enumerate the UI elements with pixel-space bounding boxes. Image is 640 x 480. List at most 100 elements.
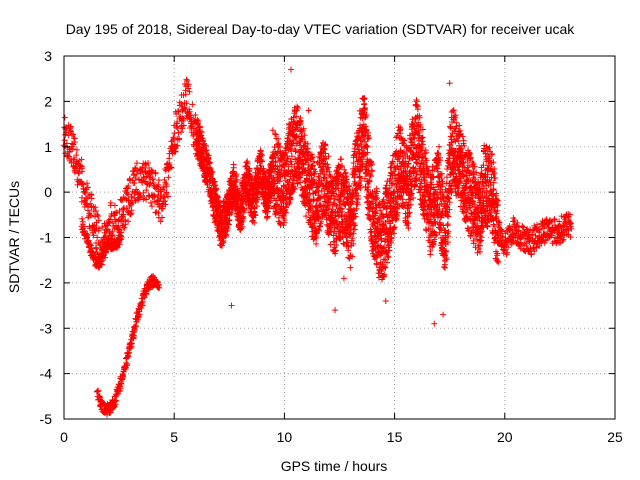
data-point [413, 98, 420, 105]
data-point [95, 217, 102, 224]
chart-title: Day 195 of 2018, Sidereal Day-to-day VTE… [66, 21, 576, 37]
data-point [109, 228, 116, 235]
data-point [75, 170, 82, 177]
data-point [186, 108, 193, 115]
data-point [194, 137, 201, 144]
data-points [60, 66, 575, 418]
data-point [194, 145, 201, 152]
data-point [150, 179, 157, 186]
data-point [159, 214, 166, 221]
data-point [145, 160, 152, 167]
data-point [165, 174, 172, 181]
data-point [115, 225, 122, 232]
data-point [79, 168, 86, 175]
data-point [131, 180, 138, 187]
data-point [382, 298, 389, 305]
data-point [95, 388, 102, 395]
data-point [73, 152, 80, 159]
data-point [106, 216, 113, 223]
data-point [88, 192, 95, 199]
data-point [246, 165, 253, 172]
data-point [67, 128, 74, 135]
data-point [112, 210, 119, 217]
data-point [129, 199, 136, 206]
data-point [510, 218, 517, 225]
data-point [65, 132, 72, 139]
data-point [161, 194, 168, 201]
data-point [413, 159, 420, 166]
data-point [121, 195, 128, 202]
data-point [183, 76, 190, 83]
data-point [111, 202, 118, 209]
data-point [446, 80, 453, 87]
data-point [179, 114, 186, 121]
data-point [226, 217, 233, 224]
data-point [206, 159, 213, 166]
data-point [116, 207, 123, 214]
data-point [233, 176, 240, 183]
data-point [232, 182, 239, 189]
data-point [244, 160, 251, 167]
data-point [140, 174, 147, 181]
data-point [132, 174, 139, 181]
data-point [79, 215, 86, 222]
data-point [149, 175, 156, 182]
data-point [406, 196, 413, 203]
data-point [178, 100, 185, 107]
data-point [162, 179, 169, 186]
data-point [196, 123, 203, 130]
data-point [195, 118, 202, 125]
data-point [239, 223, 246, 230]
data-point [180, 122, 187, 129]
data-point [189, 101, 196, 108]
data-point [162, 201, 169, 208]
data-point [152, 170, 159, 177]
data-point [174, 118, 181, 125]
data-point [148, 203, 155, 210]
data-point [161, 176, 168, 183]
data-point [519, 223, 526, 230]
data-point [74, 181, 81, 188]
data-point [163, 189, 170, 196]
data-point [120, 211, 127, 218]
grid-lines [64, 56, 615, 419]
data-point [230, 164, 237, 171]
data-point [73, 146, 80, 153]
data-point [84, 184, 91, 191]
data-point [143, 196, 150, 203]
data-point [367, 229, 374, 236]
data-point [151, 193, 158, 200]
data-point [449, 107, 456, 114]
data-point [228, 210, 235, 217]
data-point [92, 208, 99, 215]
data-point [71, 135, 78, 142]
data-point [95, 213, 102, 220]
data-point [330, 200, 337, 207]
data-point [133, 170, 140, 177]
data-point [340, 275, 347, 282]
data-point [440, 311, 447, 318]
data-point [164, 193, 171, 200]
data-point [170, 134, 177, 141]
data-point [173, 143, 180, 150]
data-point [332, 307, 339, 314]
data-point [162, 167, 169, 174]
data-point [61, 137, 68, 144]
data-point [171, 130, 178, 137]
data-point [163, 183, 170, 190]
data-point [240, 213, 247, 220]
data-point [185, 81, 192, 88]
data-point [161, 186, 168, 193]
data-point [192, 112, 199, 119]
data-point [288, 66, 295, 73]
data-point [175, 108, 182, 115]
data-point [303, 213, 310, 220]
data-point [239, 199, 246, 206]
data-point [365, 184, 372, 191]
data-point [87, 200, 94, 207]
data-point [83, 180, 90, 187]
data-point [338, 156, 345, 163]
data-point [431, 320, 438, 327]
data-point [305, 107, 312, 114]
data-point [90, 232, 97, 239]
